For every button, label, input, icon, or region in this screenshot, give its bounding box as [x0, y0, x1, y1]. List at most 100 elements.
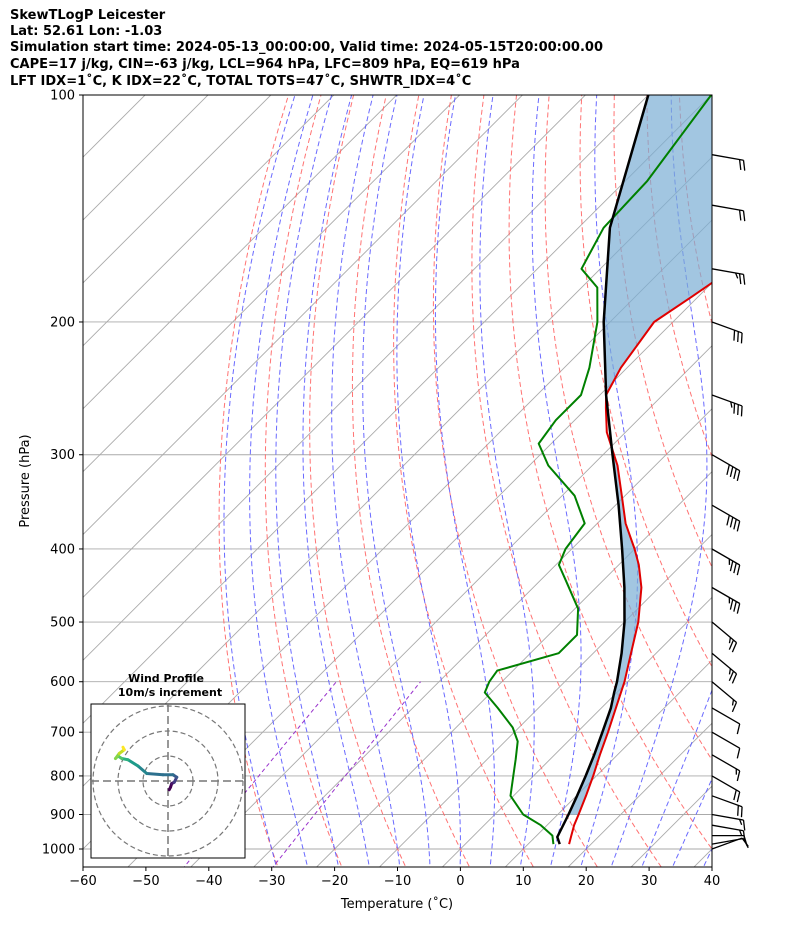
dry-adiabat: [508, 95, 712, 850]
isotherm-line: [83, 95, 587, 599]
barb-staff: [711, 621, 737, 644]
barb-full: [736, 791, 741, 803]
dewpoint-profile: [483, 95, 712, 845]
barb-half: [730, 401, 733, 408]
barb-full: [742, 210, 746, 222]
barb-full: [736, 770, 741, 782]
barb-full: [729, 517, 734, 528]
moist-adiabat: [610, 95, 708, 867]
hodograph-segment: [126, 758, 140, 768]
x-tick-label: 20: [578, 874, 595, 889]
barb-full: [728, 639, 735, 650]
barb-full: [733, 468, 737, 480]
y-tick-label: 800: [50, 769, 75, 784]
barb-full: [737, 404, 739, 416]
x-tick-label: −10: [384, 874, 411, 889]
barb-full: [726, 515, 730, 526]
moist-adiabat: [479, 95, 535, 867]
isotherm-line: [83, 95, 461, 473]
mixing-ratio-line: [272, 681, 421, 867]
isotherm-line: [315, 470, 712, 867]
wind-barb: [711, 268, 746, 285]
wind-barb: [711, 621, 738, 653]
barb-staff: [711, 681, 737, 703]
barb-half: [728, 668, 732, 675]
x-tick-label: 0: [456, 874, 464, 889]
barb-staff: [711, 754, 741, 772]
barb-full: [729, 560, 734, 572]
cape-shading: [568, 95, 712, 815]
barb-full: [731, 642, 738, 653]
moist-adiabat: [671, 777, 712, 867]
x-tick-label: −20: [321, 874, 348, 889]
x-tick-label: −40: [195, 874, 222, 889]
barb-staff: [711, 268, 744, 275]
barb-staff: [711, 837, 744, 845]
wind-barb: [711, 548, 741, 576]
dry-adiabat: [264, 95, 343, 867]
barb-full: [742, 274, 746, 285]
moist-adiabat: [580, 95, 639, 867]
barb-half: [738, 829, 743, 836]
barb-staff: [711, 454, 741, 472]
wind-barbs: [711, 154, 749, 850]
dry-adiabat: [742, 61, 794, 881]
title-indices-2: LFT IDX=1˚C, K IDX=22˚C, TOTAL TOTS=47˚C…: [10, 74, 472, 89]
y-tick-label: 700: [50, 726, 75, 741]
dry-adiabat: [711, 95, 712, 102]
y-tick-label: 100: [50, 89, 75, 104]
y-tick-label: 200: [50, 315, 75, 330]
y-tick-label: 500: [50, 616, 75, 631]
parcel-profile: [556, 95, 650, 845]
hodograph-segment: [145, 772, 165, 777]
barb-full: [740, 806, 743, 818]
isotherm-line: [83, 95, 209, 221]
barb-full: [733, 330, 736, 341]
temperature-profile: [568, 281, 712, 845]
y-tick-label: 300: [50, 448, 75, 463]
barb-half: [728, 558, 731, 565]
barb-full: [736, 470, 741, 482]
wind-barb: [711, 154, 746, 171]
barb-staff: [711, 548, 741, 566]
barb-half: [738, 819, 743, 826]
barb-full: [740, 332, 743, 344]
inset-title: Wind Profile: [128, 672, 204, 685]
barb-full: [728, 670, 735, 682]
isotherm-line: [83, 95, 272, 284]
barb-full: [736, 521, 741, 532]
barb-staff: [711, 652, 737, 675]
barb-staff: [711, 394, 743, 407]
barb-half: [735, 768, 737, 775]
title-times: Simulation start time: 2024-05-13_00:00:…: [10, 40, 603, 55]
title-station: SkewTLogP Leicester: [10, 8, 166, 23]
dry-adiabat: [544, 95, 712, 761]
y-tick-label: 900: [50, 808, 75, 823]
wind-barb: [711, 652, 738, 684]
moist-adiabat: [249, 95, 314, 867]
wind-profile-inset: Wind Profile 10m/s increment: [90, 672, 246, 859]
y-tick-label: 400: [50, 542, 75, 557]
moist-adiabat: [362, 95, 431, 867]
title-indices-1: CAPE=17 j/kg, CIN=-63 j/kg, LCL=964 hPa,…: [10, 57, 520, 72]
isotherm-line: [83, 95, 649, 661]
y-tick-label: 600: [50, 675, 75, 690]
inset-subtitle: 10m/s increment: [118, 686, 222, 699]
wind-barb: [711, 454, 741, 482]
y-tick-label: 1000: [42, 843, 75, 858]
isotherm-line: [83, 95, 524, 536]
barb-full: [740, 405, 743, 417]
x-tick-label: −60: [69, 874, 96, 889]
barb-staff: [711, 775, 741, 793]
barb-full: [736, 748, 741, 759]
wind-barb: [711, 204, 746, 222]
dry-adiabat: [432, 95, 598, 867]
dry-adiabat: [613, 95, 712, 569]
moist-adiabat: [223, 95, 296, 867]
barb-full: [742, 160, 746, 171]
barb-full: [733, 789, 737, 801]
wind-barb: [711, 707, 741, 735]
dry-adiabat: [393, 95, 535, 867]
barb-full: [731, 673, 738, 684]
